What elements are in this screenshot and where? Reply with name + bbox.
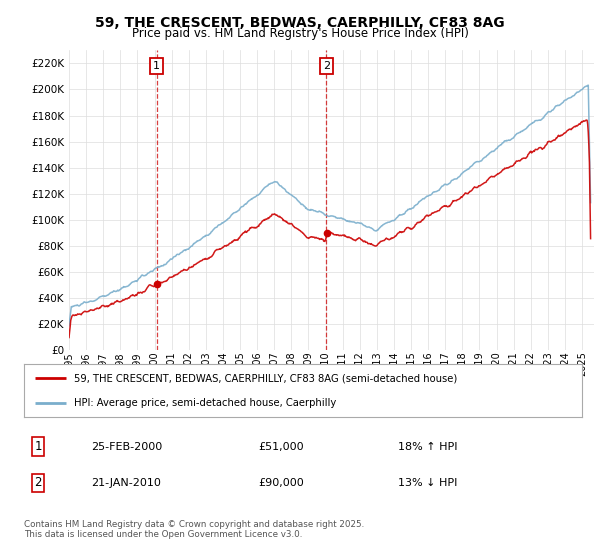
Text: 1: 1 — [153, 61, 160, 71]
Text: 2: 2 — [323, 61, 330, 71]
Text: Contains HM Land Registry data © Crown copyright and database right 2025.
This d: Contains HM Land Registry data © Crown c… — [24, 520, 364, 539]
Text: 25-FEB-2000: 25-FEB-2000 — [91, 441, 162, 451]
Text: 59, THE CRESCENT, BEDWAS, CAERPHILLY, CF83 8AG: 59, THE CRESCENT, BEDWAS, CAERPHILLY, CF… — [95, 16, 505, 30]
Text: HPI: Average price, semi-detached house, Caerphilly: HPI: Average price, semi-detached house,… — [74, 398, 337, 408]
Text: 13% ↓ HPI: 13% ↓ HPI — [398, 478, 457, 488]
Text: 1: 1 — [34, 440, 42, 453]
Text: 21-JAN-2010: 21-JAN-2010 — [91, 478, 161, 488]
Text: £51,000: £51,000 — [259, 441, 304, 451]
Text: Price paid vs. HM Land Registry's House Price Index (HPI): Price paid vs. HM Land Registry's House … — [131, 27, 469, 40]
Text: 2: 2 — [34, 477, 42, 489]
Text: 59, THE CRESCENT, BEDWAS, CAERPHILLY, CF83 8AG (semi-detached house): 59, THE CRESCENT, BEDWAS, CAERPHILLY, CF… — [74, 374, 457, 384]
Text: £90,000: £90,000 — [259, 478, 304, 488]
Text: 18% ↑ HPI: 18% ↑ HPI — [398, 441, 457, 451]
